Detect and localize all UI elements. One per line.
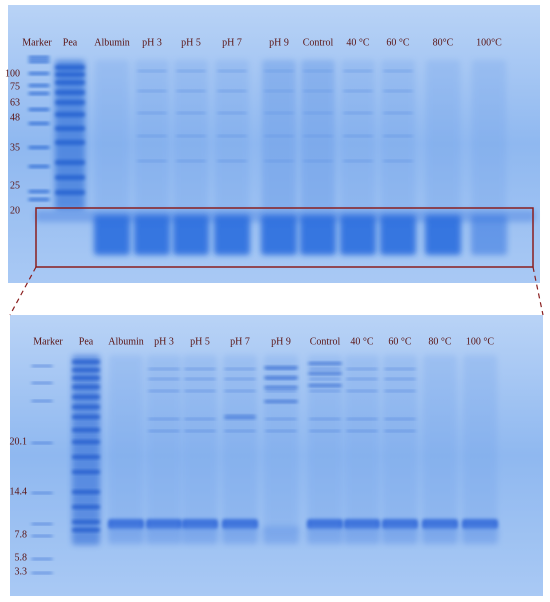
band (147, 355, 181, 535)
lane-label: 40 °C (346, 37, 369, 48)
band (214, 215, 250, 255)
lane-label: 60 °C (386, 37, 409, 48)
marker-size-label: 75 (10, 81, 20, 92)
lane-label: pH 3 (142, 37, 162, 48)
band (31, 382, 53, 384)
lane-label: pH 7 (230, 336, 250, 347)
band (31, 442, 53, 444)
lane-label: pH 5 (181, 37, 201, 48)
lane-label: Control (303, 37, 334, 48)
band (28, 146, 50, 149)
band (423, 355, 457, 535)
lane-label: pH 9 (269, 37, 289, 48)
band (425, 215, 461, 255)
band (380, 215, 416, 255)
band (28, 190, 50, 193)
band (72, 355, 100, 545)
lane-label: pH 7 (222, 37, 242, 48)
marker-size-label: 14.4 (10, 486, 28, 497)
lane-label: 80 °C (428, 336, 451, 347)
labels: Marker Pea Albumin pH 3 pH 5 pH 7 pH 9 Control 4… (5, 37, 502, 577)
marker-size-label: 35 (10, 142, 20, 153)
marker-size-label: 100 (5, 68, 20, 79)
band (341, 60, 375, 210)
band (472, 60, 506, 210)
zoom-line (532, 266, 544, 316)
band (55, 60, 85, 210)
band (383, 355, 417, 535)
band (300, 215, 336, 255)
band (31, 558, 53, 560)
band (262, 60, 296, 210)
band (223, 355, 257, 535)
band (31, 365, 53, 367)
lane-label: 80°C (433, 37, 454, 48)
marker-size-label: 7.8 (15, 529, 28, 540)
band (109, 355, 143, 535)
lane-label: pH 3 (154, 336, 174, 347)
band (28, 72, 50, 75)
lane-label: Pea (63, 37, 78, 48)
band (31, 523, 53, 525)
band (426, 60, 460, 210)
lane-label: 100°C (476, 37, 502, 48)
band (28, 108, 50, 111)
band (28, 122, 50, 125)
band (381, 60, 415, 210)
lane-label: pH 5 (190, 336, 210, 347)
lane-label: pH 9 (271, 336, 291, 347)
lane-label: Marker (33, 336, 63, 347)
band (95, 60, 129, 210)
band (35, 210, 535, 222)
band (28, 92, 50, 95)
marker-size-label: 63 (10, 97, 20, 108)
band (340, 215, 376, 255)
band (308, 355, 342, 535)
lane-label: Marker (22, 37, 52, 48)
marker-size-label: 20 (10, 205, 20, 216)
marker-size-label: 48 (10, 112, 20, 123)
band (463, 355, 497, 535)
gel-bands (28, 56, 535, 574)
band (31, 572, 53, 574)
lane-label: Pea (79, 336, 94, 347)
lane-label: 60 °C (388, 336, 411, 347)
lane-label: Albumin (108, 336, 144, 347)
band (28, 84, 50, 87)
marker-size-label: 5.8 (15, 552, 28, 563)
zoom-line (9, 266, 37, 316)
marker-size-label: 25 (10, 180, 20, 191)
band (31, 535, 53, 537)
lane-label: Albumin (94, 37, 130, 48)
marker-size-label: 20.1 (10, 436, 28, 447)
band (345, 355, 379, 535)
zoom-box (35, 207, 534, 268)
band (173, 215, 209, 255)
band (94, 215, 130, 255)
lane-label: 40 °C (350, 336, 373, 347)
band (301, 60, 335, 210)
lane-label: 100 °C (466, 336, 494, 347)
band (261, 215, 297, 255)
band (264, 355, 298, 535)
band (174, 60, 208, 210)
band (28, 198, 50, 201)
band (134, 215, 170, 255)
lane-label: Control (310, 336, 341, 347)
band (31, 400, 53, 402)
band (28, 60, 50, 63)
band (28, 56, 50, 59)
band (471, 215, 507, 255)
band (215, 60, 249, 210)
band (183, 355, 217, 535)
band (135, 60, 169, 210)
marker-size-label: 3.3 (15, 566, 28, 577)
band (28, 165, 50, 168)
band (31, 492, 53, 494)
